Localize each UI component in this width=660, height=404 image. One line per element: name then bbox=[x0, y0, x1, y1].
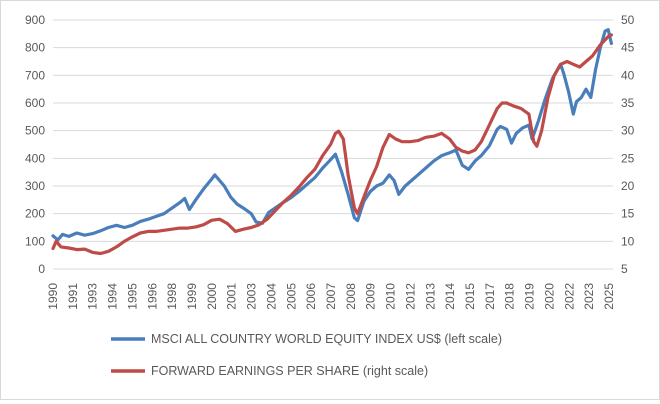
left-axis-tick-label: 200 bbox=[25, 207, 45, 221]
right-axis-tick-label: 40 bbox=[621, 68, 635, 82]
x-axis-tick-label: 2022 bbox=[562, 283, 576, 310]
x-axis-tick-label: 2015 bbox=[463, 283, 477, 310]
x-axis-tick-label: 2005 bbox=[284, 283, 298, 310]
right-axis-tick-label: 35 bbox=[621, 96, 635, 110]
x-axis-tick-label: 2025 bbox=[602, 283, 616, 310]
left-axis-tick-label: 400 bbox=[25, 151, 45, 165]
left-axis-tick-label: 600 bbox=[25, 96, 45, 110]
x-axis-tick-label: 2003 bbox=[245, 283, 259, 310]
left-axis-tick-label: 0 bbox=[38, 262, 45, 276]
x-axis-tick-label: 1998 bbox=[165, 283, 179, 310]
x-axis-tick-label: 2004 bbox=[264, 283, 278, 310]
x-axis-tick-label: 1995 bbox=[125, 283, 139, 310]
x-axis-tick-label: 1993 bbox=[86, 283, 100, 310]
x-axis-tick-label: 2009 bbox=[364, 283, 378, 310]
x-axis-tick-label: 2017 bbox=[483, 283, 497, 310]
x-axis-tick-label: 1990 bbox=[46, 283, 60, 310]
x-axis-tick-label: 2023 bbox=[582, 283, 596, 310]
x-axis-tick-label: 2013 bbox=[423, 283, 437, 310]
x-axis-tick-label: 2006 bbox=[304, 283, 318, 310]
legend-label: MSCI ALL COUNTRY WORLD EQUITY INDEX US$ … bbox=[151, 332, 502, 346]
series-line-forward-earnings bbox=[51, 33, 613, 256]
x-axis-tick-label: 2012 bbox=[403, 283, 417, 310]
x-axis-tick-label: 2020 bbox=[542, 283, 556, 310]
right-axis-tick-label: 45 bbox=[621, 41, 635, 55]
right-axis-tick-label: 10 bbox=[621, 234, 635, 248]
right-axis-tick-label: 15 bbox=[621, 207, 635, 221]
x-axis-tick-label: 2001 bbox=[225, 283, 239, 310]
right-axis-tick-label: 20 bbox=[621, 179, 635, 193]
x-axis-tick-label: 2007 bbox=[324, 283, 338, 310]
left-axis-tick-label: 700 bbox=[25, 68, 45, 82]
right-axis-tick-label: 25 bbox=[621, 151, 635, 165]
x-axis-tick-label: 1994 bbox=[106, 283, 120, 310]
left-axis-tick-label: 500 bbox=[25, 124, 45, 138]
series-line-msci-index bbox=[51, 28, 613, 242]
x-axis-tick-label: 2014 bbox=[443, 283, 457, 310]
left-axis-tick-label: 800 bbox=[25, 41, 45, 55]
x-axis-tick-label: 1991 bbox=[66, 283, 80, 310]
x-axis-tick-label: 2010 bbox=[384, 283, 398, 310]
x-axis-tick-label: 2018 bbox=[503, 283, 517, 310]
left-axis-tick-label: 100 bbox=[25, 234, 45, 248]
x-axis-tick-label: 2000 bbox=[205, 283, 219, 310]
legend-label: FORWARD EARNINGS PER SHARE (right scale) bbox=[151, 364, 428, 378]
right-axis-tick-label: 30 bbox=[621, 124, 635, 138]
right-axis-tick-label: 5 bbox=[621, 262, 628, 276]
x-axis-tick-label: 1999 bbox=[185, 283, 199, 310]
left-axis-tick-label: 900 bbox=[25, 13, 45, 27]
right-axis-tick-label: 50 bbox=[621, 13, 635, 27]
x-axis-tick-label: 1996 bbox=[145, 283, 159, 310]
x-axis-tick-label: 2019 bbox=[523, 283, 537, 310]
x-axis-tick-label: 2008 bbox=[344, 283, 358, 310]
left-axis-tick-label: 300 bbox=[25, 179, 45, 193]
